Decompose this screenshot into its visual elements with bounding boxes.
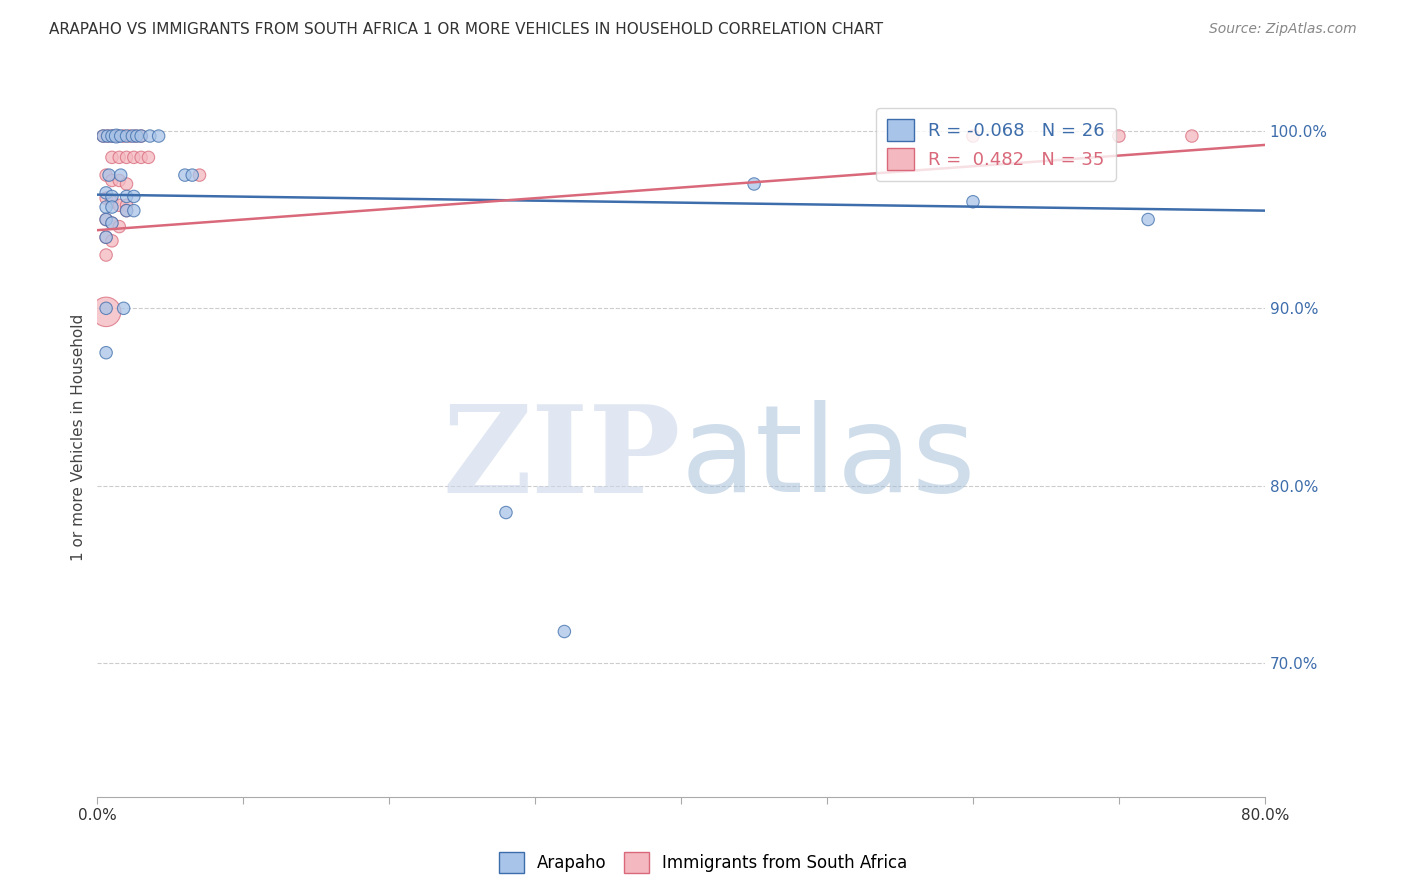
Point [97, 129, 120, 144]
Point [118, 129, 141, 144]
Point [129, 150, 152, 164]
Point [94, 186, 117, 200]
Point [115, 198, 138, 212]
Point [962, 129, 984, 144]
Point [94, 200, 117, 214]
Point [129, 129, 152, 144]
Point [94, 248, 117, 262]
Text: ARAPAHO VS IMMIGRANTS FROM SOUTH AFRICA 1 OR MORE VEHICLES IN HOUSEHOLD CORRELAT: ARAPAHO VS IMMIGRANTS FROM SOUTH AFRICA … [49, 22, 883, 37]
Text: atlas: atlas [681, 401, 977, 517]
Point [138, 150, 160, 164]
Point [115, 177, 138, 191]
Point [101, 129, 124, 144]
Point [139, 129, 162, 144]
Point [112, 129, 135, 144]
Point [129, 129, 152, 144]
Point [181, 168, 204, 182]
Point [122, 189, 145, 203]
Point [122, 203, 145, 218]
Point [121, 129, 143, 144]
Point [112, 301, 135, 316]
Point [94, 305, 117, 319]
Point [101, 150, 124, 164]
Point [97, 129, 120, 144]
Point [94, 212, 117, 227]
Point [115, 189, 138, 203]
Point [110, 129, 132, 144]
Point [94, 168, 117, 182]
Point [1108, 129, 1130, 144]
Legend: Arapaho, Immigrants from South Africa: Arapaho, Immigrants from South Africa [492, 846, 914, 880]
Point [1181, 129, 1204, 144]
Point [101, 200, 124, 214]
Point [91, 129, 114, 144]
Point [101, 189, 124, 203]
Point [108, 219, 131, 234]
Point [98, 168, 121, 182]
Point [101, 194, 124, 209]
Point [188, 168, 211, 182]
Point [108, 198, 131, 212]
Point [108, 150, 131, 164]
Point [122, 150, 145, 164]
Point [107, 129, 129, 144]
Text: ZIP: ZIP [443, 400, 681, 517]
Point [742, 177, 765, 191]
Legend: R = -0.068   N = 26, R =  0.482   N = 35: R = -0.068 N = 26, R = 0.482 N = 35 [876, 108, 1116, 181]
Point [94, 345, 117, 359]
Point [174, 168, 197, 182]
Point [101, 216, 124, 230]
Point [94, 301, 117, 316]
Point [108, 173, 131, 187]
Point [91, 129, 114, 144]
Point [115, 203, 138, 218]
Point [495, 506, 517, 520]
Point [101, 234, 124, 248]
Point [148, 129, 170, 144]
Point [1137, 212, 1160, 227]
Point [553, 624, 575, 639]
Point [101, 129, 124, 144]
Point [94, 230, 117, 244]
Point [101, 216, 124, 230]
Point [115, 203, 138, 218]
Point [101, 173, 124, 187]
Point [105, 129, 128, 144]
Text: Source: ZipAtlas.com: Source: ZipAtlas.com [1209, 22, 1357, 37]
Point [962, 194, 984, 209]
Point [115, 150, 138, 164]
Point [124, 129, 146, 144]
Point [94, 212, 117, 227]
Point [115, 129, 138, 144]
Point [94, 191, 117, 205]
Point [110, 168, 132, 182]
Point [94, 230, 117, 244]
Y-axis label: 1 or more Vehicles in Household: 1 or more Vehicles in Household [72, 313, 86, 561]
Point [125, 129, 148, 144]
